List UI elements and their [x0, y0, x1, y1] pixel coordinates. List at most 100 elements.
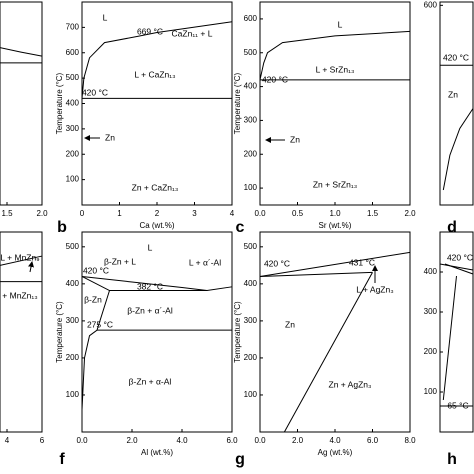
y-tick-label: 200: [424, 347, 438, 356]
y-axis-label: Temperature (°C): [233, 72, 242, 134]
y-axis-label: Temperature (°C): [55, 72, 64, 134]
phase-label: 420 °C: [262, 74, 288, 84]
phase-label: β-Zn: [84, 294, 102, 304]
phase-label: 382 °C: [137, 281, 163, 291]
y-tick-label: 600: [244, 14, 258, 23]
y-tick-label: 600: [424, 0, 438, 9]
y-tick-label: 200: [66, 149, 80, 158]
x-tick-label: 3: [192, 209, 197, 218]
y-tick-label: 300: [244, 316, 258, 325]
y-tick-label: 600: [66, 48, 80, 57]
x-tick-label: 4.0: [329, 436, 341, 445]
x-tick-label: 1.5: [367, 209, 379, 218]
phase-label: L + MnZn₉: [0, 252, 39, 262]
phase-label: Zn: [290, 134, 300, 144]
y-tick-label: 100: [66, 175, 80, 184]
y-tick-label: 300: [66, 124, 80, 133]
y-tick-label: 500: [244, 242, 258, 251]
x-tick-label: 0.0: [76, 436, 88, 445]
y-tick-label: 500: [66, 242, 80, 251]
x-tick-label: 6: [40, 436, 45, 445]
x-tick-label: 1.0: [329, 209, 341, 218]
panel-letter: b: [57, 219, 67, 236]
x-tick-label: 2.0: [126, 436, 138, 445]
phase-label: Zn + CaZn₁₃: [132, 182, 179, 192]
phase-boundary: [442, 275, 457, 401]
phase-label: 420 °C: [264, 258, 290, 268]
y-tick-label: 400: [244, 279, 258, 288]
phase-label: 65 °C: [447, 400, 468, 410]
x-axis-label: Al (wt.%): [141, 448, 173, 457]
y-tick-label: 200: [244, 149, 258, 158]
y-tick-label: 400: [424, 267, 438, 276]
phase-label: 275 °C: [87, 319, 113, 329]
phase-boundary: [444, 263, 474, 275]
phase-label: 420 °C: [82, 87, 108, 97]
phase-boundary: [439, 263, 474, 271]
phase-label: 431 °C: [349, 257, 375, 267]
phase-boundary: [259, 271, 373, 277]
phase-boundary: [81, 290, 110, 410]
phase-label: + MnZn₁₃: [2, 290, 37, 300]
panel-letter: d: [447, 219, 457, 236]
y-tick-label: 200: [66, 353, 80, 362]
phase-label: 420 °C: [83, 265, 109, 275]
x-tick-label: 4: [230, 209, 235, 218]
plot-frame: [439, 231, 474, 433]
x-axis-label: Sr (wt.%): [319, 221, 352, 230]
x-tick-label: 2.0: [36, 209, 48, 218]
phase-boundary: [0, 255, 43, 266]
phase-label: L: [338, 19, 343, 29]
y-tick-label: 100: [244, 390, 258, 399]
x-tick-label: 8.0: [404, 436, 416, 445]
y-tick-label: 100: [244, 183, 258, 192]
phase-label: Zn: [105, 132, 115, 142]
x-tick-label: 1.5: [1, 209, 13, 218]
phase-boundary: [283, 272, 373, 433]
x-tick-label: 2.0: [292, 436, 304, 445]
x-tick-label: 1: [117, 209, 122, 218]
phase-boundary: [0, 47, 43, 57]
y-tick-label: 100: [66, 390, 80, 399]
phase-label: β-Zn + α-Al: [129, 376, 172, 386]
phase-label: Zn + AgZn₃: [329, 379, 372, 389]
panel-letter: g: [235, 451, 245, 468]
panel-letter: f: [59, 451, 65, 468]
x-tick-label: 4.0: [176, 436, 188, 445]
plot-frame: [439, 1, 474, 206]
x-tick-label: 6.0: [367, 436, 379, 445]
phase-label: β-Zn + α´-Al: [127, 305, 173, 315]
x-axis-label: Ca (wt.%): [139, 221, 174, 230]
phase-label: L: [148, 242, 153, 252]
phase-label: 420 °C: [447, 252, 473, 262]
phase-label: Zn + SrZn₁₃: [313, 179, 357, 189]
panel-letter: c: [236, 219, 245, 236]
y-axis-label: Temperature (°C): [233, 301, 242, 363]
y-tick-label: 500: [66, 73, 80, 82]
phase-label: Zn: [448, 89, 458, 99]
phase-boundary: [259, 30, 411, 80]
phase-boundary: [442, 108, 474, 191]
phase-boundary: [81, 21, 233, 99]
phase-label: β-Zn + L: [104, 256, 136, 266]
plot-frame: [0, 231, 43, 433]
phase-label: Zn: [285, 319, 295, 329]
x-tick-label: 0.0: [254, 436, 266, 445]
y-tick-label: 400: [244, 82, 258, 91]
y-tick-label: 700: [66, 22, 80, 31]
x-tick-label: 2: [155, 209, 160, 218]
y-tick-label: 400: [66, 279, 80, 288]
x-axis-label: Ag (wt.%): [318, 448, 353, 457]
y-tick-label: 200: [244, 353, 258, 362]
x-tick-label: 6.0: [226, 436, 238, 445]
phase-label: 420 °C: [443, 52, 469, 62]
x-tick-label: 0.5: [292, 209, 304, 218]
y-tick-label: 100: [424, 387, 438, 396]
plot-frame: [81, 231, 233, 433]
phase-label: L + SrZn₁₃: [316, 64, 355, 74]
y-tick-label: 500: [244, 48, 258, 57]
phase-boundary: [81, 275, 233, 292]
arrow: [28, 261, 34, 273]
y-tick-label: 300: [66, 316, 80, 325]
